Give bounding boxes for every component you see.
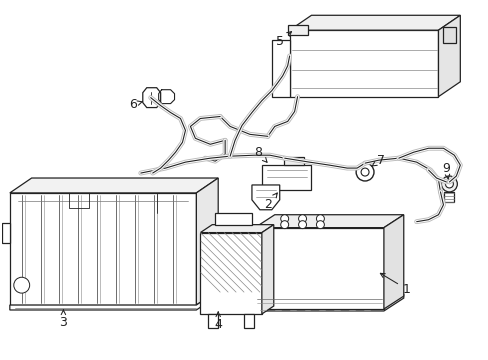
Circle shape xyxy=(316,221,324,229)
Polygon shape xyxy=(251,185,279,210)
Circle shape xyxy=(14,277,30,293)
Circle shape xyxy=(298,215,306,223)
Text: 8: 8 xyxy=(253,146,266,162)
Text: 6: 6 xyxy=(129,98,142,111)
Circle shape xyxy=(280,215,288,223)
Text: 5: 5 xyxy=(275,32,291,48)
Polygon shape xyxy=(383,215,403,309)
Text: 9: 9 xyxy=(442,162,449,179)
Polygon shape xyxy=(444,192,453,202)
Polygon shape xyxy=(283,157,303,165)
Polygon shape xyxy=(10,290,218,310)
Text: 3: 3 xyxy=(60,310,67,329)
Polygon shape xyxy=(287,25,307,35)
Text: 1: 1 xyxy=(380,273,410,296)
Polygon shape xyxy=(438,15,459,96)
Polygon shape xyxy=(200,233,262,314)
Polygon shape xyxy=(443,27,455,43)
Text: 4: 4 xyxy=(214,312,222,331)
Polygon shape xyxy=(289,15,459,30)
Circle shape xyxy=(355,163,373,181)
Polygon shape xyxy=(196,178,218,305)
Polygon shape xyxy=(2,223,10,243)
Circle shape xyxy=(316,215,324,223)
Circle shape xyxy=(360,168,368,176)
Polygon shape xyxy=(10,178,218,193)
Polygon shape xyxy=(262,225,273,314)
Polygon shape xyxy=(254,228,383,309)
Circle shape xyxy=(445,180,452,188)
Polygon shape xyxy=(254,294,403,311)
Polygon shape xyxy=(10,193,196,305)
Circle shape xyxy=(441,176,456,192)
Polygon shape xyxy=(142,88,161,108)
Polygon shape xyxy=(200,225,273,233)
Polygon shape xyxy=(244,314,253,328)
Text: 7: 7 xyxy=(371,154,384,167)
Polygon shape xyxy=(215,213,251,225)
Polygon shape xyxy=(271,40,289,96)
Polygon shape xyxy=(262,165,311,190)
Polygon shape xyxy=(254,215,403,228)
Polygon shape xyxy=(208,314,218,328)
Circle shape xyxy=(280,221,288,229)
Text: 2: 2 xyxy=(264,193,277,211)
Circle shape xyxy=(298,221,306,229)
Polygon shape xyxy=(289,30,438,96)
